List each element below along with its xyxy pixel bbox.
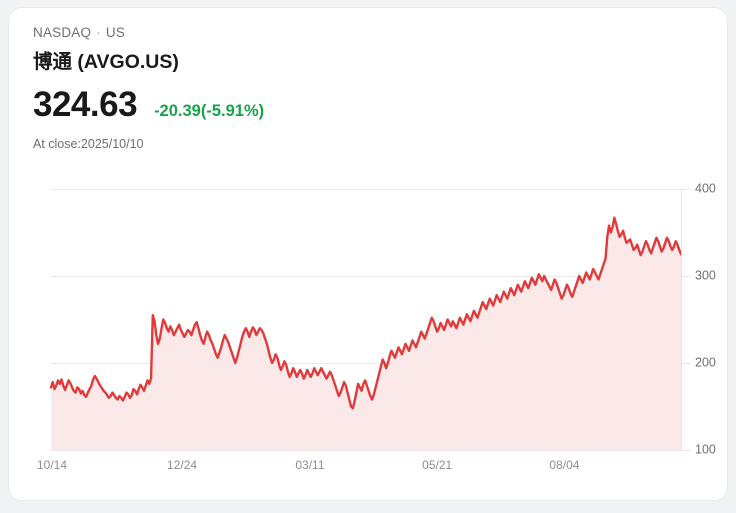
chart-line bbox=[49, 216, 683, 410]
exchange-label: NASDAQ bbox=[33, 25, 92, 40]
x-tick-label: 08/04 bbox=[549, 458, 579, 472]
chart-area-fill bbox=[51, 217, 681, 450]
chart-x-tick-labels: 10/14 12/24 03/11 05/21 08/04 bbox=[37, 458, 580, 472]
y-tick-label: 200 bbox=[695, 355, 716, 369]
x-tick-label: 10/14 bbox=[37, 458, 67, 472]
chart-y-tick-labels: 400 300 200 100 bbox=[695, 181, 716, 456]
x-tick-label: 05/21 bbox=[422, 458, 452, 472]
series-area-fill bbox=[51, 217, 681, 450]
market-status-note: At close:2025/10/10 bbox=[33, 137, 144, 151]
series-line-path bbox=[49, 216, 683, 410]
exchange-separator: · bbox=[96, 25, 101, 40]
price-chart[interactable]: 400 300 200 100 10/14 12/24 03/11 05/21 08/04 bbox=[9, 168, 727, 488]
price-change: -20.39(-5.91%) bbox=[154, 102, 265, 120]
company-title: 博通 (AVGO.US) bbox=[33, 51, 179, 73]
region-label: US bbox=[105, 25, 126, 40]
quote-header: NASDAQ · US 博通 (AVGO.US) 324.63 -20.39(-5.… bbox=[33, 24, 711, 152]
x-tick-label: 12/24 bbox=[167, 458, 197, 472]
price-chart-svg: 400 300 200 100 10/14 12/24 03/11 05/21 08/04 bbox=[37, 181, 716, 472]
x-tick-label: 03/11 bbox=[295, 458, 324, 472]
exchange-region-row: NASDAQ · US bbox=[33, 24, 711, 42]
stock-quote-card: NASDAQ · US 博通 (AVGO.US) 324.63 -20.39(-5.… bbox=[8, 7, 728, 501]
y-tick-label: 300 bbox=[695, 268, 716, 282]
y-tick-label: 400 bbox=[695, 181, 716, 195]
y-tick-label: 100 bbox=[695, 442, 716, 456]
last-price: 324.63 bbox=[33, 85, 138, 124]
price-row: 324.63 -20.39(-5.91%) bbox=[33, 85, 711, 125]
